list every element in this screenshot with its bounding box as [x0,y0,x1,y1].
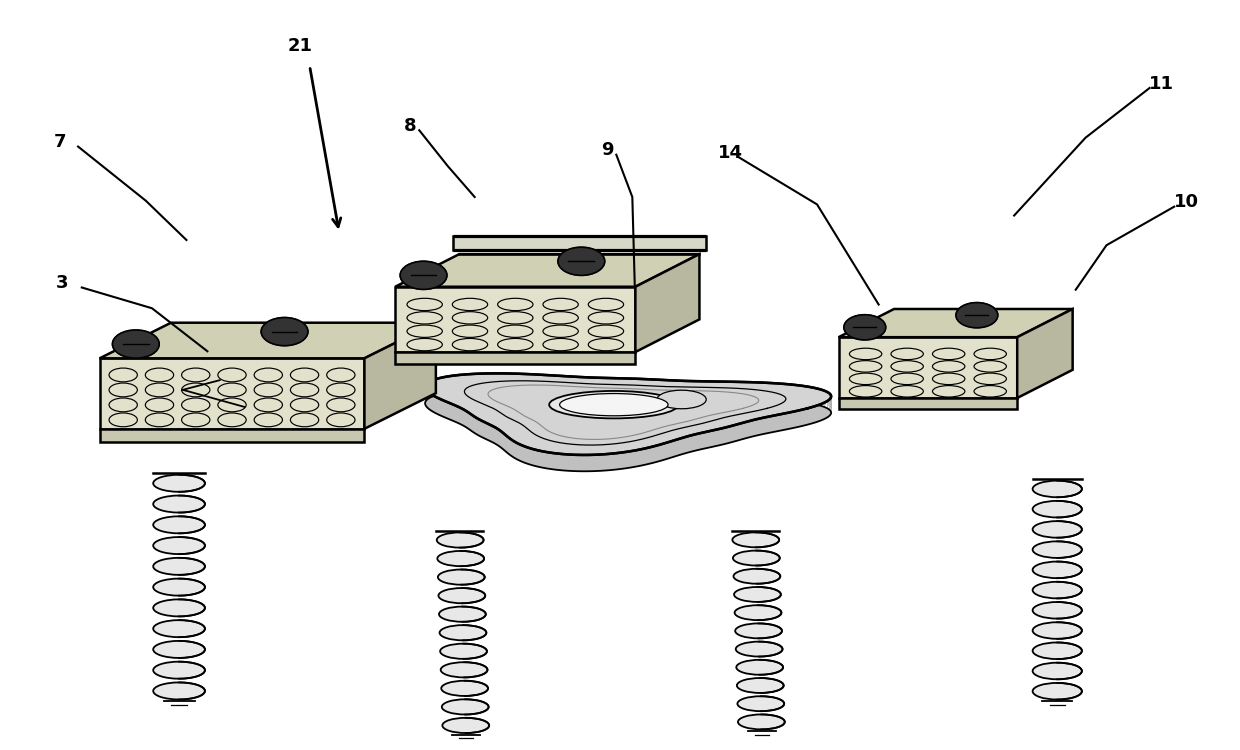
Polygon shape [99,322,436,358]
Ellipse shape [734,605,781,620]
Ellipse shape [154,662,205,679]
Text: 21: 21 [288,38,312,56]
Ellipse shape [737,678,784,693]
Polygon shape [1017,309,1073,398]
Circle shape [401,261,446,290]
Ellipse shape [734,568,780,584]
Circle shape [558,248,605,275]
Circle shape [844,315,885,340]
Ellipse shape [1033,562,1081,578]
Ellipse shape [443,718,489,733]
Ellipse shape [154,641,205,658]
Ellipse shape [1033,622,1081,639]
Ellipse shape [439,588,485,603]
Ellipse shape [1033,683,1081,700]
Polygon shape [99,429,365,442]
Polygon shape [635,254,699,352]
Ellipse shape [1033,481,1081,497]
Ellipse shape [733,532,779,548]
Circle shape [262,317,308,346]
Text: 11: 11 [1149,74,1174,92]
Ellipse shape [154,682,205,700]
Ellipse shape [154,599,205,616]
Ellipse shape [559,394,668,416]
Ellipse shape [735,641,782,656]
Text: 8: 8 [404,117,417,135]
Ellipse shape [1033,663,1081,680]
Polygon shape [396,286,635,352]
Ellipse shape [1033,643,1081,659]
Polygon shape [396,254,699,286]
Polygon shape [838,398,1017,409]
Polygon shape [838,338,1017,398]
Text: 9: 9 [601,140,614,158]
Ellipse shape [1033,501,1081,518]
Polygon shape [425,390,831,471]
Polygon shape [365,322,436,429]
Ellipse shape [439,607,486,622]
Ellipse shape [439,626,486,640]
Ellipse shape [734,587,781,602]
Ellipse shape [154,475,205,492]
Ellipse shape [1033,542,1081,558]
Ellipse shape [154,558,205,574]
Polygon shape [838,309,1073,338]
Text: 14: 14 [718,144,743,162]
Ellipse shape [154,496,205,512]
Ellipse shape [438,551,484,566]
Circle shape [956,302,998,328]
Ellipse shape [154,537,205,554]
Ellipse shape [154,516,205,533]
Ellipse shape [737,660,784,675]
Ellipse shape [733,550,780,566]
Ellipse shape [154,578,205,596]
Text: 3: 3 [56,274,68,292]
Circle shape [113,330,159,358]
Ellipse shape [440,644,487,658]
Ellipse shape [154,620,205,638]
Ellipse shape [735,623,782,638]
Ellipse shape [549,391,678,418]
Polygon shape [425,374,831,455]
Ellipse shape [1033,602,1081,619]
Text: 10: 10 [1174,194,1199,211]
Polygon shape [396,352,635,364]
Polygon shape [99,358,365,429]
Ellipse shape [441,699,489,715]
Ellipse shape [657,390,707,409]
Ellipse shape [438,569,485,585]
Text: 7: 7 [53,133,66,151]
Ellipse shape [436,532,484,548]
Ellipse shape [738,715,785,729]
Ellipse shape [738,696,784,711]
Ellipse shape [1033,582,1081,598]
Ellipse shape [1033,521,1081,538]
Ellipse shape [440,662,487,677]
Ellipse shape [441,681,489,696]
